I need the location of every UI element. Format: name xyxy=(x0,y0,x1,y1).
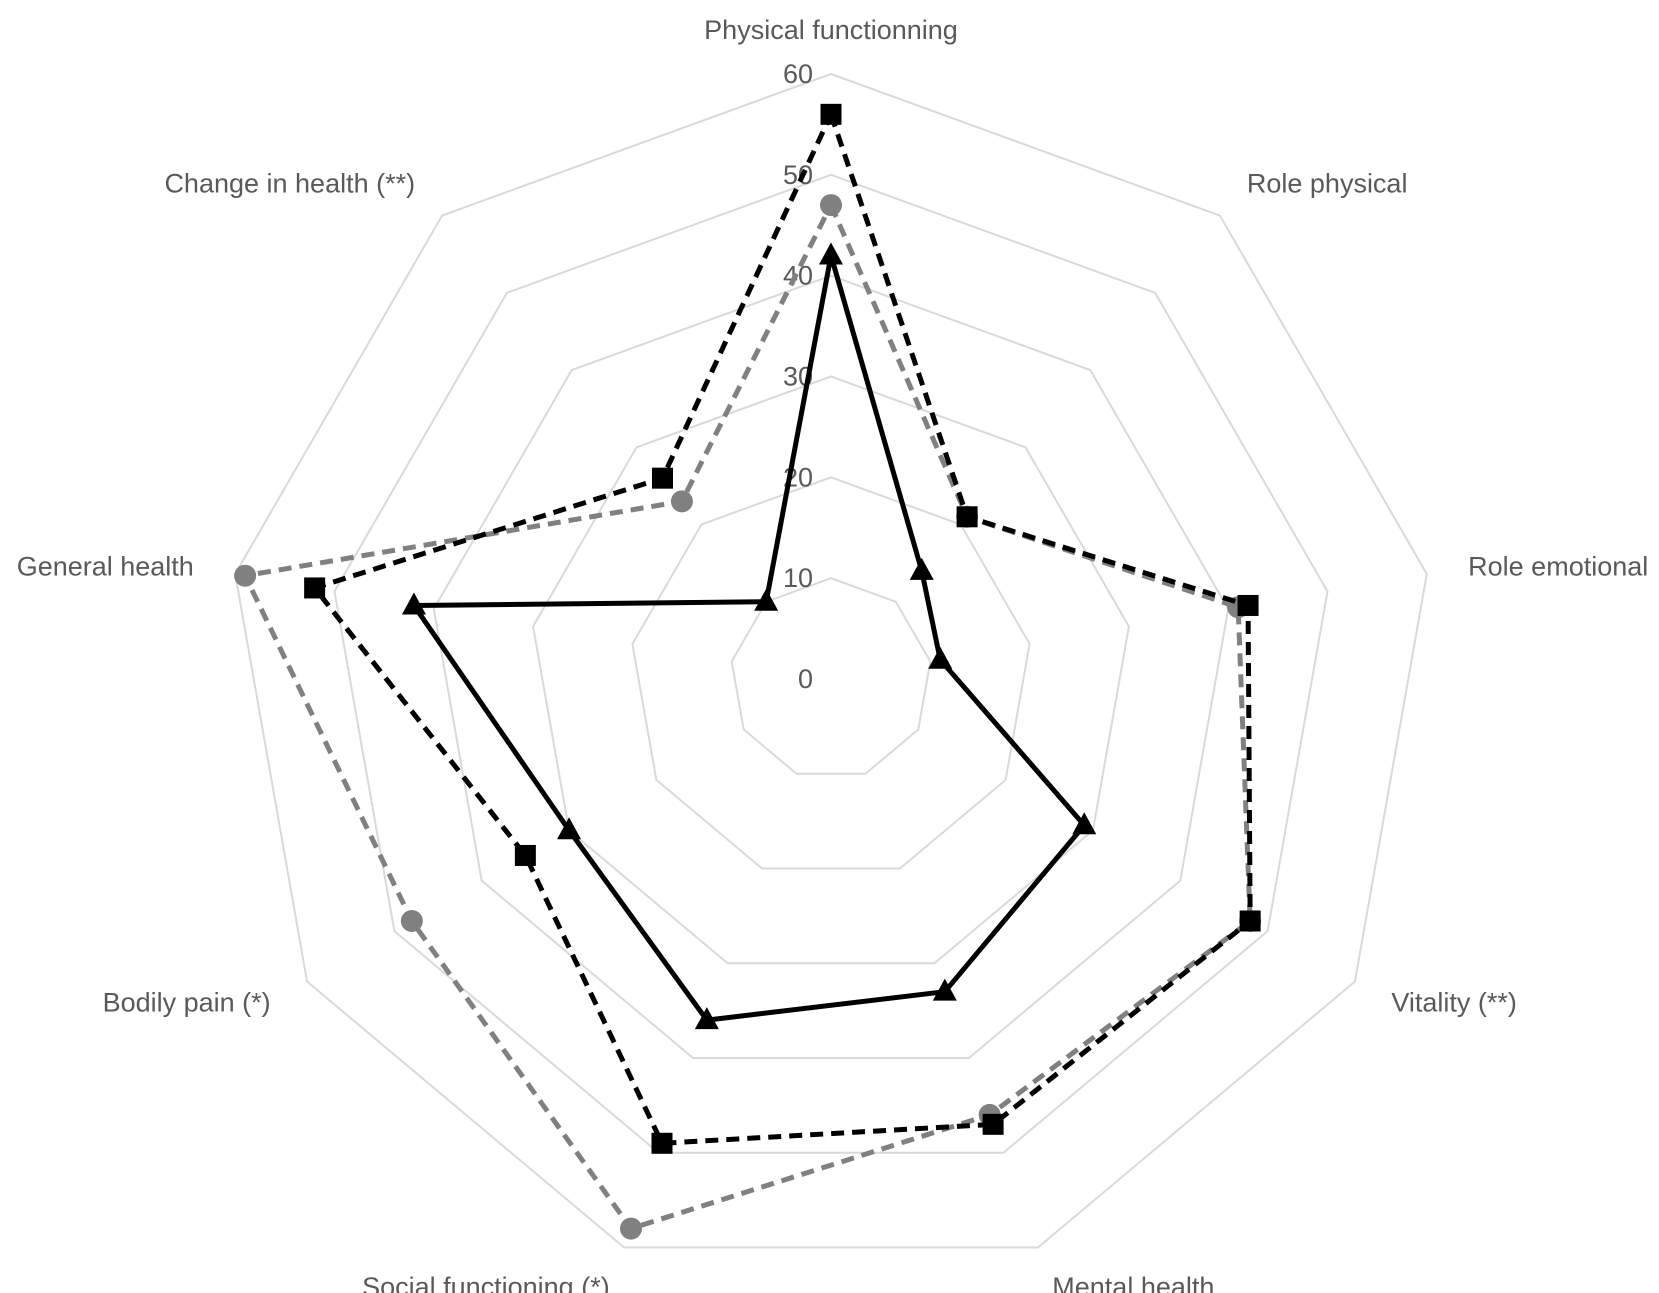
data-point-triangle xyxy=(694,1007,719,1030)
category-label: Role emotional xyxy=(1468,552,1648,582)
category-label: Change in health (**) xyxy=(164,168,415,198)
data-point-triangle xyxy=(401,592,426,615)
data-point-square xyxy=(651,467,673,489)
radial-tick-label: 10 xyxy=(783,563,813,593)
data-point-square xyxy=(1237,594,1259,616)
data-point-triangle xyxy=(754,588,779,611)
data-point-square xyxy=(820,103,842,125)
radial-tick-label: 60 xyxy=(783,59,813,89)
category-label: Vitality (**) xyxy=(1391,988,1517,1018)
data-point-circle xyxy=(234,564,257,587)
series-triangle xyxy=(401,242,1097,1030)
data-point-triangle xyxy=(932,978,957,1001)
category-label: Physical functionning xyxy=(704,15,958,45)
data-point-triangle xyxy=(928,646,953,669)
data-point-square xyxy=(651,1132,673,1154)
grid-ring xyxy=(730,577,932,775)
category-label: General health xyxy=(17,552,194,582)
category-label: Bodily pain (*) xyxy=(103,988,271,1018)
data-point-triangle xyxy=(557,817,582,840)
data-point-circle xyxy=(400,910,423,932)
data-point-triangle xyxy=(1072,812,1097,835)
grid-ring xyxy=(234,72,1428,1249)
series xyxy=(234,103,1262,1240)
series-line xyxy=(411,253,1087,1023)
data-point-triangle xyxy=(909,557,934,580)
data-point-square xyxy=(514,844,536,866)
category-label: Social functioning (*) xyxy=(362,1272,610,1293)
data-point-square xyxy=(1239,910,1261,932)
data-point-triangle xyxy=(819,242,843,265)
category-label: Role physical xyxy=(1247,168,1408,198)
grid-ring xyxy=(333,173,1329,1154)
grid-ring xyxy=(532,375,1130,965)
series-line xyxy=(312,111,1253,1146)
data-point-circle xyxy=(820,194,842,217)
series-line xyxy=(242,202,1253,1232)
radial-tick-label: 0 xyxy=(798,664,813,694)
radial-tick-label: 50 xyxy=(783,160,813,190)
data-point-square xyxy=(956,506,978,528)
category-labels: Physical functionning Role physical Role e… xyxy=(17,15,1649,1293)
data-point-circle xyxy=(670,490,693,513)
grid-ring xyxy=(631,476,1031,870)
category-label: Mental health xyxy=(1052,1272,1214,1293)
grid xyxy=(234,72,1428,1249)
data-point-square xyxy=(304,577,326,599)
grid-ring xyxy=(432,274,1230,1060)
data-point-square xyxy=(982,1113,1004,1135)
series-circle xyxy=(234,194,1262,1240)
series-square xyxy=(304,103,1261,1154)
data-point-circle xyxy=(619,1217,642,1240)
